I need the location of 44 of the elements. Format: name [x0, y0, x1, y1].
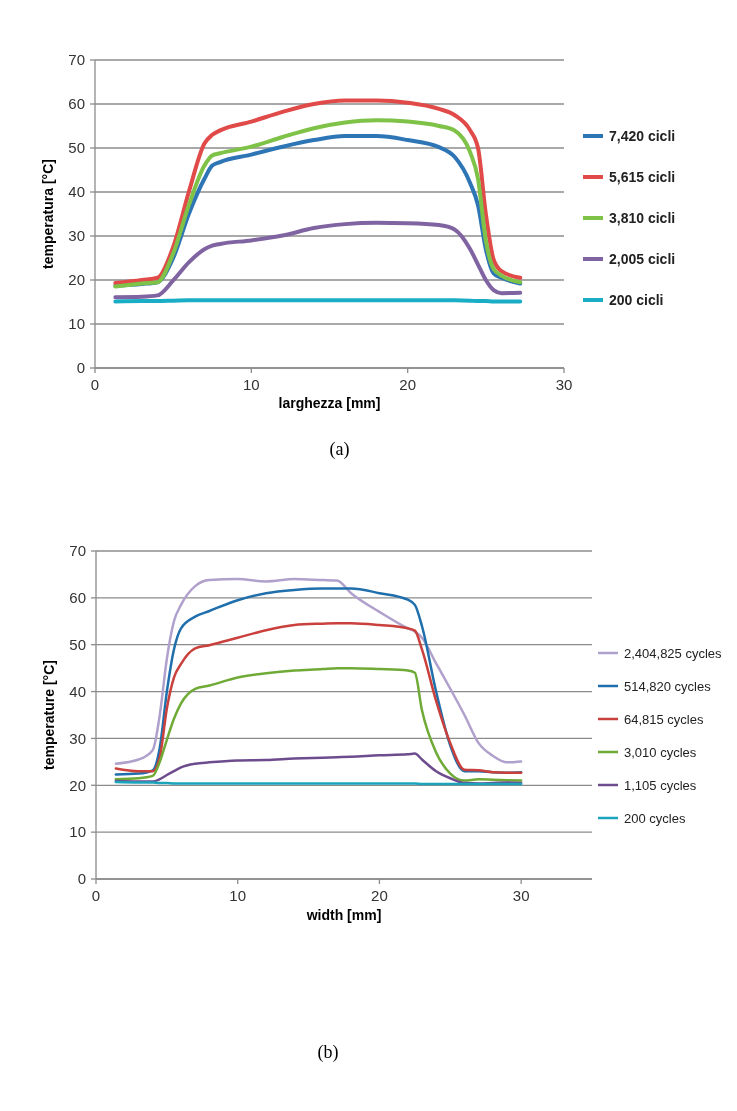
legend-label: 3,010 cycles: [624, 744, 697, 760]
x-tick-label: 10: [229, 887, 247, 904]
x-tick-label: 20: [371, 887, 388, 904]
y-tick-label: 20: [68, 271, 85, 289]
line-series: [114, 621, 523, 774]
y-tick-label: 30: [68, 227, 85, 245]
legend-label: 3,810 cicli: [609, 209, 676, 226]
y-tick-label: 60: [69, 589, 86, 607]
legend-label: 5,615 cicli: [609, 168, 676, 185]
x-tick-label: 0: [90, 376, 100, 393]
x-tick-label: 30: [555, 376, 573, 393]
y-tick-label: 40: [68, 183, 85, 201]
legend-label: 2,005 cicli: [609, 250, 676, 267]
y-tick-label: 0: [77, 870, 86, 888]
x-tick-label: 30: [512, 887, 530, 904]
text: (a): [329, 439, 350, 460]
legend-label: 7,420 cicli: [609, 127, 676, 144]
x-tick-label: 0: [91, 887, 101, 904]
y-tick-label: 0: [76, 359, 85, 377]
y-tick-label: 50: [68, 139, 85, 157]
legend-label: 200 cicli: [609, 291, 664, 308]
legend-label: 2,404,825 cycles: [624, 645, 723, 661]
y-tick-label: 70: [69, 542, 86, 560]
y-tick-label: 30: [69, 729, 86, 747]
legend-label: 64,815 cycles: [624, 711, 704, 727]
x-axis-title: width [mm]: [305, 907, 382, 923]
line-series: [113, 220, 523, 300]
x-axis-title: larghezza [mm]: [278, 395, 381, 411]
y-axis-title: temperatura [°C]: [40, 159, 56, 269]
text: (b): [317, 1042, 339, 1063]
line-series: [114, 666, 523, 782]
x-tick-label: 20: [399, 376, 417, 393]
legend-label: 1,105 cycles: [624, 777, 697, 793]
y-tick-label: 50: [69, 635, 86, 653]
y-tick-label: 20: [69, 776, 86, 794]
y-axis-title: temperature [°C]: [41, 660, 57, 770]
y-tick-label: 40: [69, 682, 86, 700]
legend-label: 514,820 cycles: [624, 678, 712, 694]
y-tick-label: 10: [68, 315, 85, 333]
y-tick-label: 70: [68, 51, 85, 69]
x-tick-label: 10: [242, 376, 260, 393]
y-tick-label: 10: [69, 823, 86, 841]
legend-label: 200 cycles: [624, 810, 686, 826]
y-tick-label: 60: [68, 95, 85, 113]
